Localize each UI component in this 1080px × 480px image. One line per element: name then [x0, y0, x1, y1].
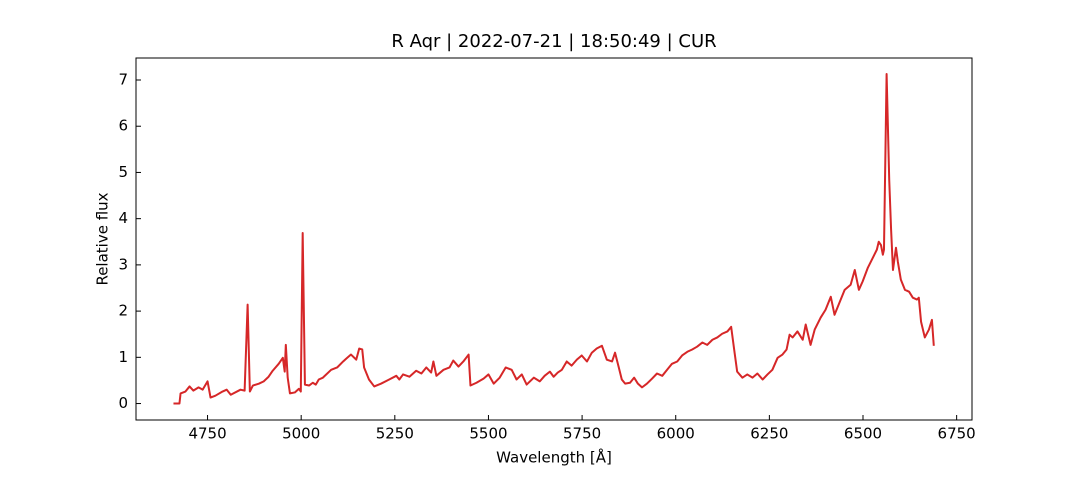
x-tick-label: 6000: [657, 425, 695, 443]
x-tick-label: 4750: [188, 425, 226, 443]
y-axis-label: Relative flux: [94, 192, 112, 285]
y-tick-label: 3: [118, 255, 128, 273]
y-tick-label: 7: [118, 71, 128, 89]
x-tick-label: 6750: [938, 425, 976, 443]
x-tick-label: 5000: [282, 425, 320, 443]
y-tick-label: 4: [118, 209, 128, 227]
y-tick-label: 2: [118, 302, 128, 320]
x-tick-label: 6500: [844, 425, 882, 443]
chart-title: R Aqr | 2022-07-21 | 18:50:49 | CUR: [391, 31, 716, 52]
spectrum-line: [173, 72, 935, 405]
y-tick-label: 5: [118, 163, 128, 181]
x-axis-label: Wavelength [Å]: [496, 448, 612, 467]
plot-frame: [135, 57, 973, 421]
y-tick-label: 0: [118, 394, 128, 412]
x-tick-label: 5750: [563, 425, 601, 443]
x-tick-label: 5500: [469, 425, 507, 443]
y-tick-label: 6: [118, 117, 128, 135]
x-tick-label: 5250: [376, 425, 414, 443]
y-tick-label: 1: [118, 348, 128, 366]
x-tick-label: 6250: [750, 425, 788, 443]
